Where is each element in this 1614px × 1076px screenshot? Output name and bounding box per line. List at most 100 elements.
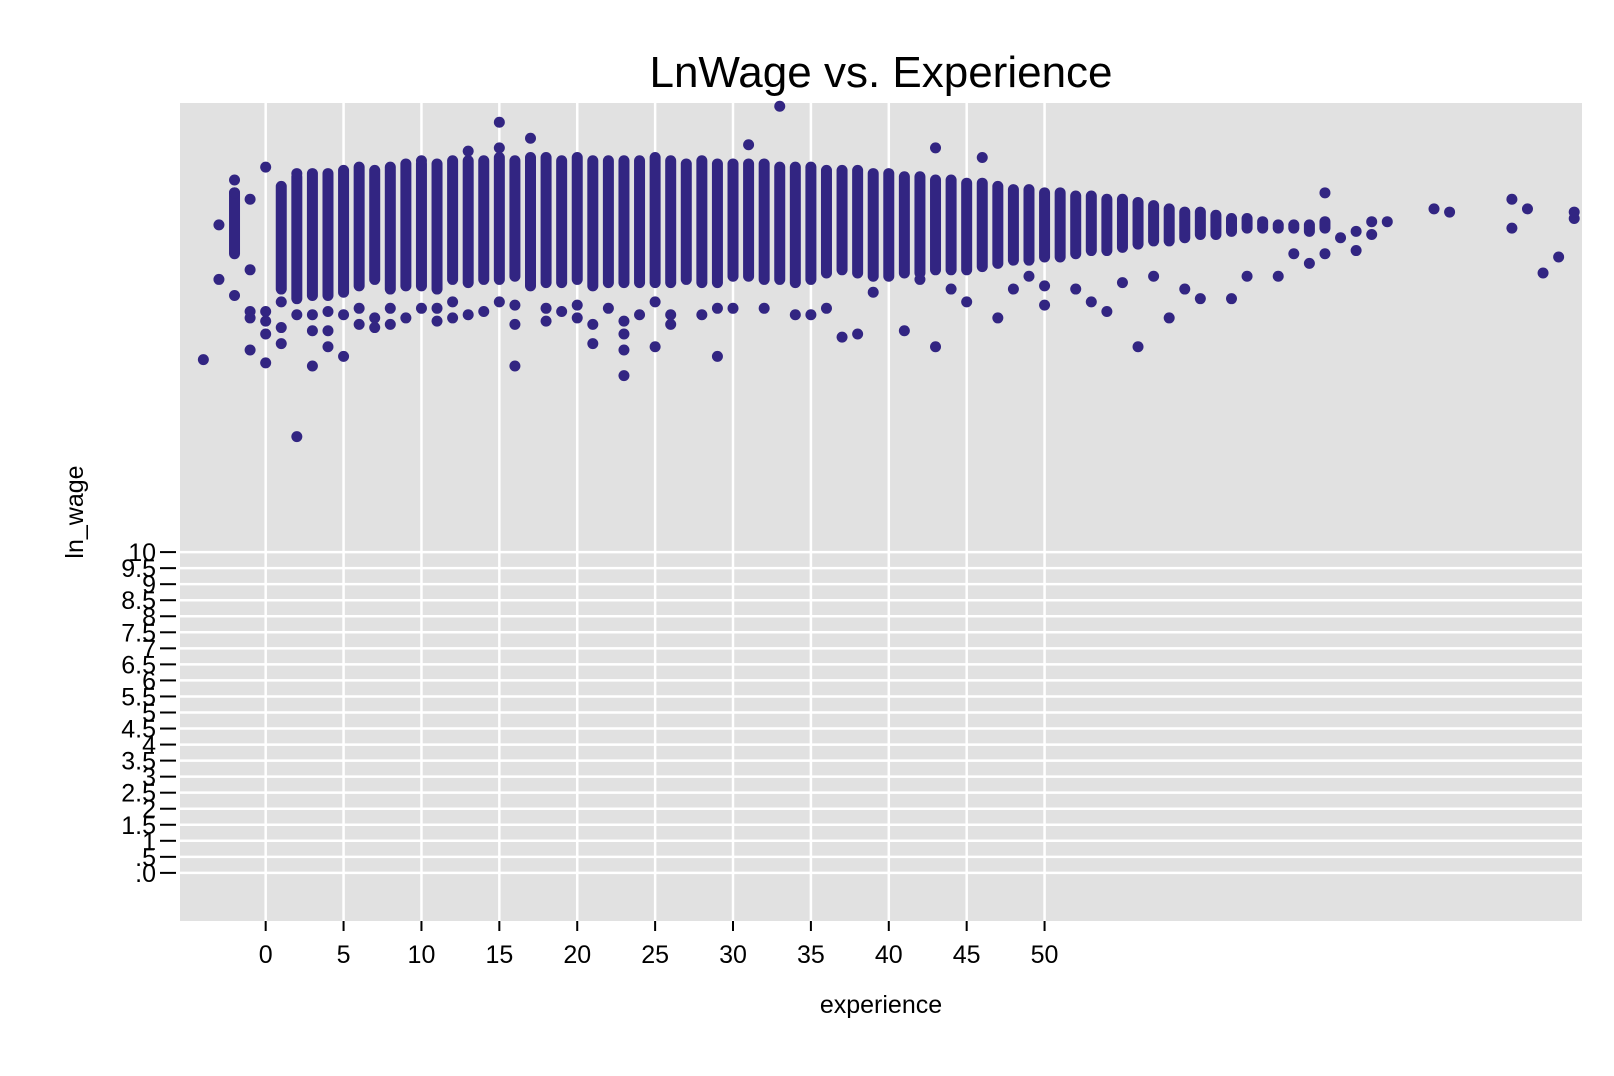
- scatter-point-119: [1521, 203, 1533, 215]
- scatter-point-3: [229, 289, 241, 301]
- scatter-point-86: [930, 142, 942, 154]
- y-tick-label-7: 3.5: [121, 748, 156, 776]
- scatter-point-117: [1506, 222, 1518, 234]
- scatter-point-78: [805, 309, 817, 321]
- scatter-point-105: [1241, 270, 1253, 282]
- y-tick-label-13: 6.5: [121, 651, 156, 679]
- scatter-point-21: [291, 168, 303, 180]
- x-axis-label: experience: [820, 991, 942, 1019]
- scatter-point-31: [353, 302, 365, 314]
- scatter-point-25: [322, 341, 334, 353]
- scatter-point-114: [1381, 216, 1393, 228]
- y-tick-label-3: 1.5: [121, 812, 156, 840]
- scatter-point-44: [462, 145, 474, 157]
- y-tick-label-8: 4: [142, 732, 156, 760]
- scatter-point-47: [493, 116, 505, 128]
- scatter-point-110: [1319, 187, 1331, 199]
- scatter-point-124: [1366, 229, 1378, 241]
- scatter-point-35: [384, 302, 396, 314]
- scatter-point-23: [306, 325, 318, 337]
- scatter-point-32: [369, 322, 381, 334]
- scatter-point-53: [540, 315, 552, 327]
- scatter-point-17: [275, 322, 287, 334]
- scatter-point-90: [992, 312, 1004, 324]
- scatter-point-11: [260, 357, 272, 369]
- y-tick-label-2: 1: [142, 828, 156, 856]
- scatter-point-34: [384, 318, 396, 330]
- scatter-point-108: [1303, 257, 1315, 269]
- scatter-point-56: [571, 312, 583, 324]
- scatter-point-72: [711, 302, 723, 314]
- scatter-point-51: [509, 299, 521, 311]
- x-tick-label-4: 20: [563, 941, 591, 969]
- y-axis: .0.511.522.533.544.555.566.577.588.599.5…: [121, 539, 176, 888]
- scatter-point-85: [930, 341, 942, 353]
- scatter-point-62: [618, 344, 630, 356]
- scatter-point-112: [1350, 225, 1362, 237]
- scatter-point-87: [945, 283, 957, 295]
- y-tick-label-16: 8: [142, 603, 156, 631]
- scatter-point-20: [291, 309, 303, 321]
- scatter-point-95: [1070, 283, 1082, 295]
- scatter-point-12: [260, 328, 272, 340]
- scatter-point-50: [509, 318, 521, 330]
- scatter-point-76: [774, 100, 786, 112]
- scatter-point-89: [976, 152, 988, 164]
- y-tick-label-19: 9.5: [121, 555, 156, 583]
- scatter-point-52: [525, 132, 536, 144]
- scatter-point-67: [649, 296, 661, 308]
- scatter-point-18: [275, 296, 287, 308]
- scatter-point-41: [447, 312, 459, 324]
- scatter-point-115: [1428, 203, 1440, 215]
- y-tick-label-0: .0: [135, 860, 156, 888]
- scatter-point-19: [291, 431, 303, 443]
- scatter-point-48: [493, 142, 505, 154]
- scatter-point-104: [1226, 293, 1237, 305]
- x-tick-label-2: 10: [408, 941, 436, 969]
- scatter-point-24: [306, 309, 318, 321]
- y-tick-label-15: 7.5: [121, 619, 156, 647]
- scatter-point-102: [1179, 283, 1191, 295]
- scatter-point-80: [836, 331, 848, 343]
- scatter-point-1: [213, 273, 225, 285]
- scatter-point-22: [306, 360, 318, 372]
- scatter-point-8: [244, 193, 256, 205]
- scatter-point-45: [478, 306, 490, 318]
- plot-background: [180, 103, 1582, 921]
- scatter-point-66: [649, 341, 661, 353]
- x-tick-label-9: 45: [953, 941, 981, 969]
- scatter-point-99: [1132, 341, 1144, 353]
- y-tick-label-4: 2: [142, 796, 156, 824]
- scatter-point-98: [1116, 277, 1128, 289]
- scatter-point-27: [322, 306, 334, 318]
- scatter-point-93: [1039, 299, 1051, 311]
- scatter-point-49: [509, 360, 521, 372]
- scatter-point-37: [415, 302, 427, 314]
- scatter-point-40: [431, 302, 443, 314]
- scatter-point-101: [1163, 312, 1175, 324]
- x-tick-label-8: 40: [875, 941, 903, 969]
- y-tick-label-14: 7: [142, 635, 156, 663]
- scatter-point-70: [696, 309, 708, 321]
- scatter-point-65: [634, 309, 646, 321]
- scatter-point-120: [1553, 251, 1565, 263]
- x-tick-label-0: 0: [259, 941, 273, 969]
- scatter-point-77: [789, 309, 801, 321]
- y-tick-label-18: 9: [142, 571, 156, 599]
- scatter-point-28: [338, 350, 350, 362]
- scatter-point-113: [1366, 216, 1378, 228]
- scatter-point-107: [1288, 248, 1300, 260]
- scatter-point-122: [1568, 206, 1580, 218]
- scatter-point-33: [369, 312, 381, 324]
- y-tick-label-6: 3: [142, 764, 156, 792]
- scatter-point-57: [571, 299, 583, 311]
- y-tick-label-11: 5.5: [121, 683, 156, 711]
- y-tick-label-5: 2.5: [121, 780, 156, 808]
- scatter-point-13: [260, 315, 272, 327]
- scatter-point-97: [1101, 306, 1113, 318]
- scatter-point-103: [1194, 293, 1206, 305]
- scatter-point-109: [1319, 248, 1331, 260]
- scatter-point-83: [898, 325, 910, 337]
- scatter-point-111: [1335, 232, 1347, 244]
- scatter-point-82: [867, 286, 879, 298]
